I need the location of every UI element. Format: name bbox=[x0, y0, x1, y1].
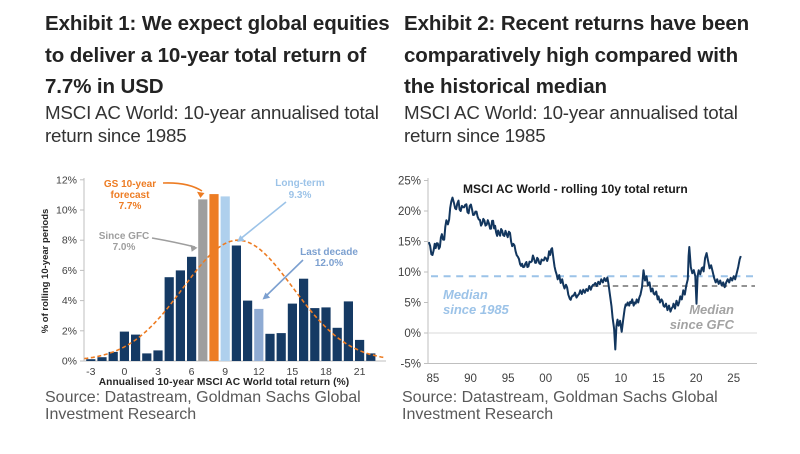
svg-text:15%: 15% bbox=[398, 237, 421, 249]
svg-text:6%: 6% bbox=[62, 265, 77, 277]
svg-text:since GFC: since GFC bbox=[670, 317, 735, 332]
svg-text:since 1985: since 1985 bbox=[443, 302, 510, 317]
svg-text:7.0%: 7.0% bbox=[113, 242, 136, 253]
svg-text:MSCI AC World - rolling 10y to: MSCI AC World - rolling 10y total return bbox=[463, 182, 688, 196]
svg-text:2%: 2% bbox=[62, 325, 77, 337]
svg-text:5%: 5% bbox=[404, 298, 421, 310]
svg-text:Annualised 10-year MSCI AC Wor: Annualised 10-year MSCI AC World total r… bbox=[99, 377, 350, 388]
svg-text:15: 15 bbox=[287, 366, 299, 378]
svg-text:10%: 10% bbox=[398, 267, 421, 279]
svg-text:18: 18 bbox=[320, 366, 332, 378]
svg-text:10%: 10% bbox=[56, 205, 77, 217]
svg-text:Long-term: Long-term bbox=[275, 178, 325, 189]
svg-text:forecast: forecast bbox=[111, 190, 151, 201]
svg-text:12.0%: 12.0% bbox=[315, 258, 343, 269]
svg-text:10: 10 bbox=[615, 373, 628, 385]
svg-text:4%: 4% bbox=[62, 295, 77, 307]
svg-text:3: 3 bbox=[155, 366, 161, 378]
svg-text:Median: Median bbox=[689, 302, 734, 317]
svg-text:20%: 20% bbox=[398, 206, 421, 218]
svg-text:0: 0 bbox=[121, 366, 127, 378]
svg-text:% of rolling 10-year periods: % of rolling 10-year periods bbox=[40, 209, 51, 334]
svg-text:25%: 25% bbox=[398, 176, 421, 188]
svg-text:05: 05 bbox=[577, 373, 590, 385]
svg-text:85: 85 bbox=[427, 373, 440, 385]
svg-text:-3: -3 bbox=[86, 366, 95, 378]
svg-text:9: 9 bbox=[222, 366, 228, 378]
svg-text:Since GFC: Since GFC bbox=[99, 231, 150, 242]
svg-text:9.3%: 9.3% bbox=[289, 190, 312, 201]
svg-text:GS 10-year: GS 10-year bbox=[104, 179, 156, 190]
svg-text:12%: 12% bbox=[56, 174, 77, 186]
svg-text:20: 20 bbox=[690, 373, 703, 385]
svg-text:15: 15 bbox=[652, 373, 665, 385]
svg-text:12: 12 bbox=[253, 366, 265, 378]
svg-text:Last decade: Last decade bbox=[300, 247, 358, 258]
svg-text:95: 95 bbox=[502, 373, 515, 385]
svg-text:21: 21 bbox=[354, 366, 366, 378]
svg-text:0%: 0% bbox=[62, 356, 77, 368]
svg-text:0%: 0% bbox=[404, 328, 421, 340]
svg-text:00: 00 bbox=[539, 373, 552, 385]
svg-text:7.7%: 7.7% bbox=[119, 201, 142, 212]
svg-text:Median: Median bbox=[443, 287, 488, 302]
svg-text:6: 6 bbox=[189, 366, 195, 378]
svg-text:8%: 8% bbox=[62, 235, 77, 247]
svg-text:25: 25 bbox=[727, 373, 740, 385]
svg-text:90: 90 bbox=[464, 373, 477, 385]
svg-text:-5%: -5% bbox=[401, 359, 421, 371]
